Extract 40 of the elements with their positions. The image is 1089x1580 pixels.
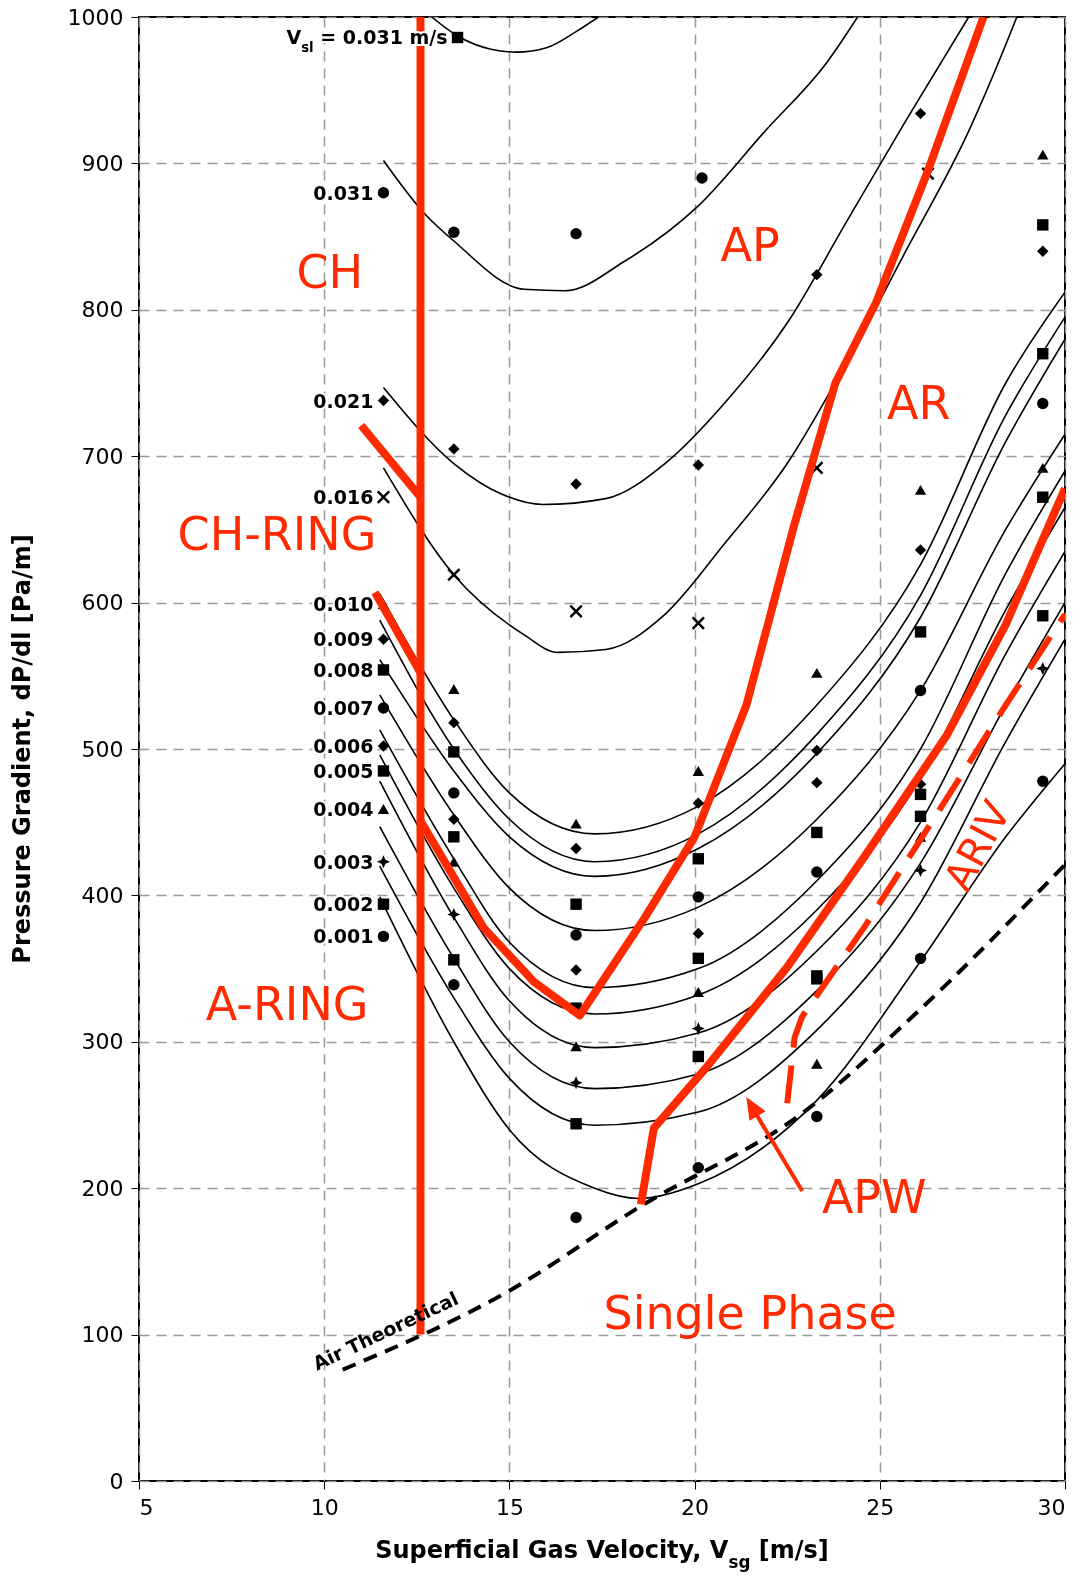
annotation: CH-RING bbox=[177, 506, 377, 561]
series-label: 0.021 bbox=[313, 389, 374, 412]
series-label: 0.009 bbox=[313, 628, 374, 651]
annotation: AP bbox=[720, 218, 780, 273]
y-tick-label: 400 bbox=[81, 882, 124, 908]
series-label: 0.008 bbox=[313, 658, 374, 681]
y-tick-label: 1000 bbox=[67, 4, 124, 30]
series-label: 0.010 bbox=[313, 593, 374, 616]
annotation: AR bbox=[886, 376, 951, 431]
series-label: 0.001 bbox=[313, 925, 374, 948]
series-label: 0.016 bbox=[313, 486, 374, 509]
x-tick-label: 20 bbox=[681, 1494, 710, 1520]
y-tick-label: 300 bbox=[81, 1029, 124, 1055]
y-axis-title: Pressure Gradient, dP/dl [Pa/m] bbox=[8, 534, 36, 964]
series-label: 0.007 bbox=[313, 697, 374, 720]
series-label: 0.002 bbox=[313, 893, 374, 916]
x-tick-label: 15 bbox=[495, 1494, 524, 1520]
y-tick-label: 700 bbox=[81, 443, 124, 469]
annotation: CH bbox=[296, 244, 364, 299]
y-tick-label: 600 bbox=[81, 590, 124, 616]
x-tick-label: 10 bbox=[310, 1494, 339, 1520]
y-tick-label: 500 bbox=[81, 736, 124, 762]
annotation: A-RING bbox=[205, 976, 369, 1031]
annotation: Single Phase bbox=[603, 1285, 897, 1340]
y-tick-label: 900 bbox=[81, 150, 124, 176]
y-tick-label: 0 bbox=[109, 1468, 124, 1494]
x-tick-label: 30 bbox=[1037, 1494, 1066, 1520]
annotation: ARIV bbox=[934, 792, 1020, 899]
series-label: 0.003 bbox=[313, 850, 374, 873]
annotation: APW bbox=[821, 1169, 927, 1224]
x-tick-label: 25 bbox=[866, 1494, 895, 1520]
series-label: 0.006 bbox=[313, 735, 374, 758]
x-tick-label: 5 bbox=[139, 1494, 154, 1520]
y-tick-label: 200 bbox=[81, 1175, 124, 1201]
y-tick-label: 800 bbox=[81, 297, 124, 323]
series-label: 0.005 bbox=[313, 759, 374, 782]
y-tick-label: 100 bbox=[81, 1322, 124, 1348]
series-label: 0.004 bbox=[313, 798, 374, 821]
series-label: 0.031 bbox=[313, 181, 374, 204]
x-axis-title: Superficial Gas Velocity, V$_{sg}$ [m/s] bbox=[375, 1536, 829, 1572]
